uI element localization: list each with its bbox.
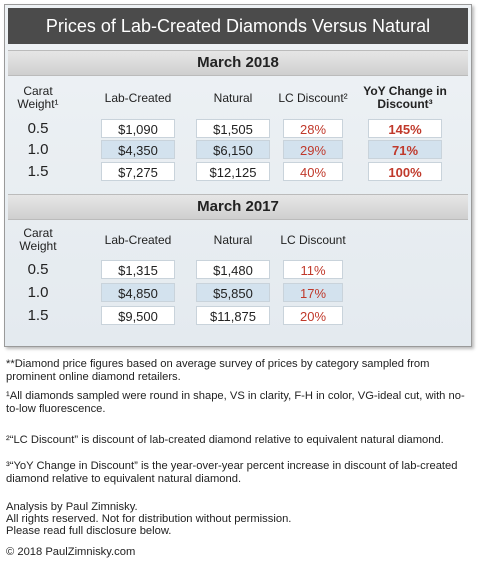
price-cell: 11%	[283, 260, 343, 279]
column-header: Carat Weight	[19, 226, 57, 253]
column-header: Lab-Created	[104, 91, 172, 105]
table-frame: Prices of Lab-Created Diamonds Versus Na…	[4, 4, 472, 347]
price-cell: $5,850	[196, 283, 270, 302]
price-cell: $6,150	[196, 140, 270, 159]
price-cell: $1,480	[196, 260, 270, 279]
credit: Analysis by Paul Zimnisky.	[6, 501, 138, 513]
carat-weight: 1.0	[27, 284, 49, 301]
price-cell: 29%	[283, 140, 343, 159]
footnote: ³“YoY Change in Discount” is the year-ov…	[6, 460, 458, 485]
carat-weight: 0.5	[27, 261, 49, 278]
price-cell: 145%	[368, 119, 442, 138]
title: Prices of Lab-Created Diamonds Versus Na…	[8, 8, 468, 44]
carat-weight: 1.5	[27, 307, 49, 324]
column-header: Carat Weight¹	[17, 84, 59, 111]
price-cell: $11,875	[196, 306, 270, 325]
credit: Please read full disclosure below.	[6, 525, 172, 537]
price-cell: $1,505	[196, 119, 270, 138]
price-cell: $9,500	[101, 306, 175, 325]
footnote: ²“LC Discount” is discount of lab-create…	[6, 434, 444, 446]
price-cell: 100%	[368, 162, 442, 181]
price-cell: $1,315	[101, 260, 175, 279]
footnote: **Diamond price figures based on average…	[6, 358, 430, 383]
carat-weight: 0.5	[27, 120, 49, 137]
section-heading: March 2018	[8, 50, 468, 76]
price-cell: 17%	[283, 283, 343, 302]
column-header: Natural	[213, 233, 253, 247]
column-header: LC Discount	[280, 233, 346, 247]
price-cell: $7,275	[101, 162, 175, 181]
column-header: Lab-Created	[104, 233, 172, 247]
column-header: YoY Change in Discount³	[363, 84, 447, 111]
credit: All rights reserved. Not for distributio…	[6, 513, 292, 525]
carat-weight: 1.5	[27, 163, 49, 180]
price-cell: 40%	[283, 162, 343, 181]
carat-weight: 1.0	[27, 141, 49, 158]
column-header: Natural	[213, 91, 253, 105]
price-cell: 20%	[283, 306, 343, 325]
price-cell: $4,850	[101, 283, 175, 302]
price-cell: 28%	[283, 119, 343, 138]
price-cell: 71%	[368, 140, 442, 159]
price-cell: $12,125	[196, 162, 270, 181]
copyright: © 2018 PaulZimnisky.com	[6, 546, 136, 558]
price-cell: $4,350	[101, 140, 175, 159]
price-cell: $1,090	[101, 119, 175, 138]
column-header: LC Discount²	[278, 91, 348, 105]
footnote: ¹All diamonds sampled were round in shap…	[6, 390, 465, 415]
section-heading: March 2017	[8, 194, 468, 220]
